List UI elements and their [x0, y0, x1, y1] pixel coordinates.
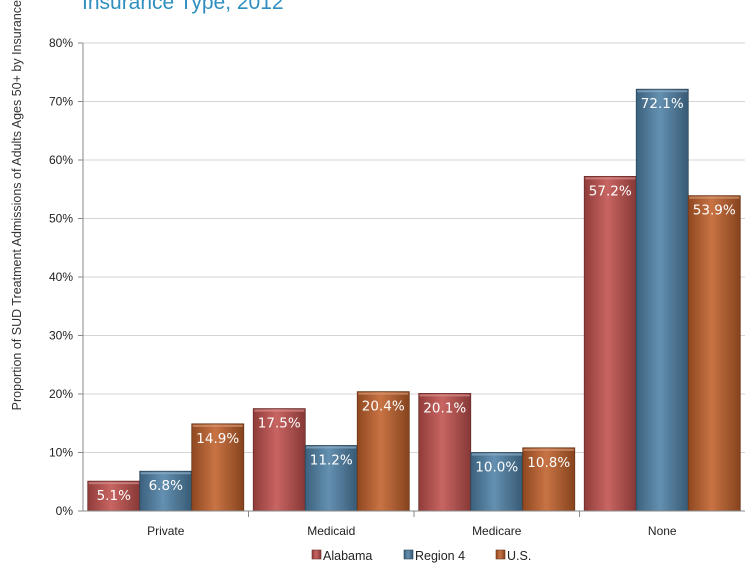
y-tick-label: 60%: [49, 153, 73, 167]
y-tick-label: 40%: [49, 270, 73, 284]
x-tick-label-private: Private: [147, 524, 185, 538]
bar-region-4-none: [635, 88, 689, 512]
data-label-region-4-private: 6.8%: [149, 478, 183, 494]
legend-label-u-s: U.S.: [507, 549, 531, 563]
chart-title: Insurance Type, 2012: [82, 0, 284, 14]
bar-highlight: [471, 453, 522, 456]
y-tick-label: 80%: [49, 36, 73, 50]
bar-highlight: [585, 177, 636, 180]
bar-highlight: [140, 472, 191, 475]
axes: 0% 10% 20% 30% 40% 50% 60% 70% 80% Private Medicai…: [49, 36, 745, 538]
y-tick-label: 50%: [49, 212, 73, 226]
legend-swatch-alabama: [311, 549, 322, 560]
bar-region-4-private: [139, 470, 193, 512]
bars: 5.1% 6.8% 14.9% 17.5% 11.2% 20.4% 20.1% 10.0% 10…: [87, 88, 741, 512]
data-label-region-4-none: 72.1%: [641, 96, 684, 112]
legend-label-region-4: Region 4: [415, 549, 465, 563]
data-label-alabama-private: 5.1%: [97, 488, 131, 504]
data-label-region-4-medicaid: 11.2%: [310, 452, 353, 468]
data-label-region-4-medicare: 10.0%: [475, 460, 518, 476]
x-tick-label-medicaid: Medicaid: [307, 524, 355, 538]
bar-u-s-private: [191, 423, 245, 512]
y-tick-label: 20%: [49, 387, 73, 401]
data-label-alabama-medicare: 20.1%: [423, 400, 466, 416]
data-label-u-s-medicare: 10.8%: [527, 455, 570, 471]
bar-u-s-none: [687, 195, 741, 512]
data-label-alabama-none: 57.2%: [589, 183, 632, 199]
bar-alabama-medicaid: [252, 408, 306, 512]
bar-highlight: [419, 394, 470, 397]
bar-alabama-private: [87, 480, 141, 512]
legend-label-alabama: Alabama: [323, 549, 372, 563]
bar-highlight: [637, 90, 688, 93]
y-tick-label: 70%: [49, 95, 73, 109]
data-label-u-s-medicaid: 20.4%: [362, 399, 405, 415]
bar-highlight: [88, 482, 139, 485]
bar-highlight: [254, 409, 305, 412]
bar-region-4-medicaid: [304, 445, 358, 512]
bar-alabama-none: [583, 175, 637, 512]
y-tick-label: 30%: [49, 329, 73, 343]
legend-swatch-region-4: [403, 549, 414, 560]
y-tick-label: 0%: [56, 504, 74, 518]
legend-swatch-u-s: [495, 549, 506, 560]
legend: Alabama Region 4 U.S.: [311, 549, 531, 563]
bar-highlight: [306, 446, 357, 449]
bar-alabama-medicare: [418, 393, 472, 512]
data-label-alabama-medicaid: 17.5%: [258, 416, 301, 432]
x-tick-label-none: None: [648, 524, 677, 538]
bar-region-4-medicare: [470, 452, 524, 512]
data-label-u-s-none: 53.9%: [693, 203, 736, 219]
y-axis-label: Proportion of SUD Treatment Admissions o…: [10, 0, 24, 410]
data-label-u-s-private: 14.9%: [196, 431, 239, 447]
bar-highlight: [192, 424, 243, 427]
y-tick-label: 10%: [49, 446, 73, 460]
x-tick-label-medicare: Medicare: [472, 524, 522, 538]
bar-highlight: [689, 196, 740, 199]
bar-highlight: [358, 392, 409, 395]
bar-u-s-medicare: [522, 447, 576, 512]
bar-highlight: [523, 448, 574, 451]
